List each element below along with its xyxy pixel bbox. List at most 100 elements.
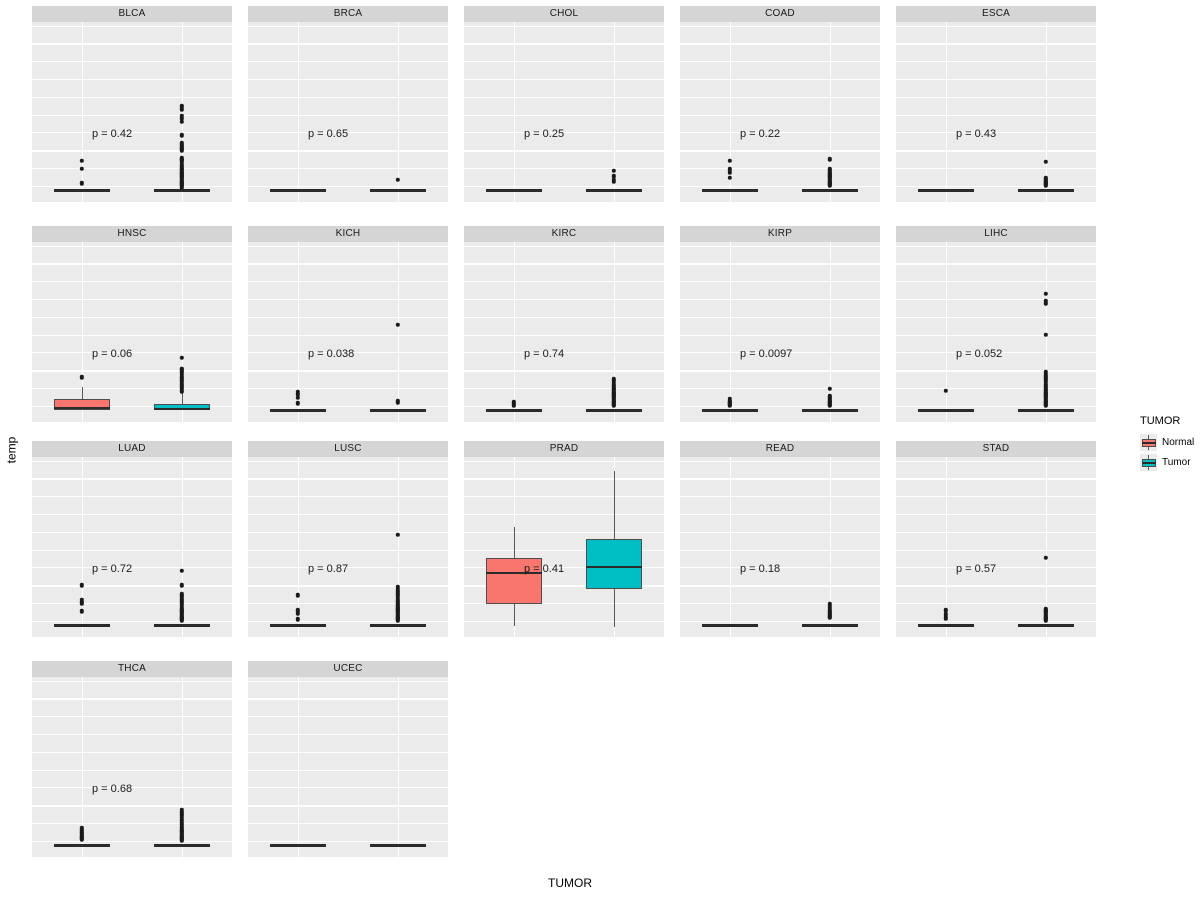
gridline-major	[248, 805, 448, 807]
legend-item-label: Tumor	[1162, 457, 1191, 468]
outlier-point	[179, 119, 185, 124]
facet-strip-luad: LUAD	[32, 441, 232, 457]
gridline-major	[464, 620, 664, 623]
facet-strip-ucec: UCEC	[248, 661, 448, 677]
legend-key-swatch	[1140, 454, 1157, 471]
gridline-minor	[896, 603, 1096, 605]
facet-strip-chol: CHOL	[464, 6, 664, 22]
gridline-major	[32, 114, 232, 116]
boxplot-degenerate-normal	[270, 844, 326, 847]
gridline-major	[464, 79, 664, 81]
outlier-point	[79, 583, 85, 588]
outlier-point	[727, 403, 733, 409]
panel-lusc: p = 0.87	[248, 457, 448, 637]
boxplot-median-normal	[486, 571, 542, 574]
gridline-minor	[32, 787, 232, 789]
gridline-major	[32, 840, 232, 843]
gridline-vertical	[298, 457, 300, 637]
outlier-point	[1043, 618, 1049, 624]
gridline-minor	[680, 388, 880, 390]
gridline-vertical	[514, 22, 516, 202]
boxplot-degenerate-tumor	[370, 844, 426, 847]
gridline-major	[896, 150, 1096, 152]
facet-strip-label: READ	[765, 443, 795, 454]
gridline-minor	[464, 61, 664, 63]
gridline-minor	[464, 132, 664, 134]
outlier-point	[79, 375, 85, 380]
gridline-minor	[32, 168, 232, 170]
gridline-major	[896, 370, 1096, 372]
gridline-minor	[896, 168, 1096, 170]
facet-strip-label: ESCA	[981, 8, 1011, 19]
facet-strip-label: PRAD	[549, 443, 579, 454]
p-value-label: p = 0.87	[308, 563, 349, 576]
facet-lusc: LUSC p = 0.87	[248, 441, 448, 637]
outlier-point	[179, 113, 185, 118]
gridline-minor	[248, 460, 448, 462]
gridline-major	[32, 585, 232, 587]
gridline-vertical	[298, 22, 300, 202]
gridline-major	[248, 79, 448, 81]
gridline-major	[248, 549, 448, 551]
gridline-major	[680, 185, 880, 188]
outlier-point	[179, 104, 185, 109]
p-value-label: p = 0.0097	[740, 348, 793, 361]
p-value-label: p = 0.052	[956, 348, 1003, 361]
gridline-minor	[680, 496, 880, 498]
gridline-minor	[32, 316, 232, 318]
p-value-label: p = 0.74	[524, 348, 565, 361]
outlier-point	[295, 401, 301, 406]
gridline-vertical	[398, 22, 400, 202]
gridline-minor	[32, 245, 232, 247]
facet-strip-label: LUSC	[334, 443, 362, 454]
gridline-minor	[680, 25, 880, 27]
whisker-upper-normal	[514, 526, 515, 558]
outlier-point	[1043, 403, 1049, 409]
whisker-upper-tumor	[182, 392, 183, 405]
panel-esca: p = 0.43	[896, 22, 1096, 202]
gridline-minor	[896, 281, 1096, 283]
outlier-point	[395, 177, 401, 182]
gridline-vertical	[1046, 22, 1048, 202]
gridline-major	[896, 478, 1096, 480]
outlier-point	[1043, 301, 1049, 306]
gridline-minor	[248, 680, 448, 682]
facet-strip-esca: ESCA	[896, 6, 1096, 22]
gridline-major	[896, 549, 1096, 551]
gridline-minor	[680, 61, 880, 63]
gridline-minor	[248, 751, 448, 753]
facet-strip-label: KICH	[335, 228, 361, 239]
outlier-point	[295, 395, 301, 401]
gridline-vertical	[398, 242, 400, 422]
gridline-major	[32, 299, 232, 301]
boxplot-degenerate-tumor	[802, 624, 858, 627]
boxplot-box-normal	[54, 398, 110, 411]
facet-hnsc: HNSC p = 0.0602468	[32, 226, 232, 422]
p-value-label: p = 0.06	[92, 348, 133, 361]
gridline-major	[680, 263, 880, 265]
boxplot-degenerate-normal	[918, 189, 974, 192]
gridline-minor	[680, 460, 880, 462]
boxplot-degenerate-normal	[702, 624, 758, 627]
gridline-major	[464, 370, 664, 372]
gridline-minor	[896, 132, 1096, 134]
gridline-minor	[248, 603, 448, 605]
gridline-minor	[896, 316, 1096, 318]
legend-item-normal[interactable]: Normal	[1140, 434, 1200, 451]
gridline-minor	[32, 531, 232, 533]
gridline-major	[248, 734, 448, 736]
gridline-minor	[32, 388, 232, 390]
boxplot-box-tumor	[586, 538, 642, 589]
outlier-point	[295, 616, 301, 622]
gridline-vertical	[830, 22, 832, 202]
gridline-minor	[896, 388, 1096, 390]
boxplot-degenerate-tumor	[586, 409, 642, 412]
gridline-vertical	[398, 457, 400, 637]
outlier-point	[1043, 332, 1049, 337]
gridline-vertical	[182, 22, 184, 202]
gridline-major	[896, 514, 1096, 516]
outlier-point	[179, 838, 185, 844]
gridline-major	[32, 43, 232, 45]
legend-item-tumor[interactable]: Tumor	[1140, 454, 1200, 471]
boxplot-degenerate-tumor	[1018, 409, 1074, 412]
